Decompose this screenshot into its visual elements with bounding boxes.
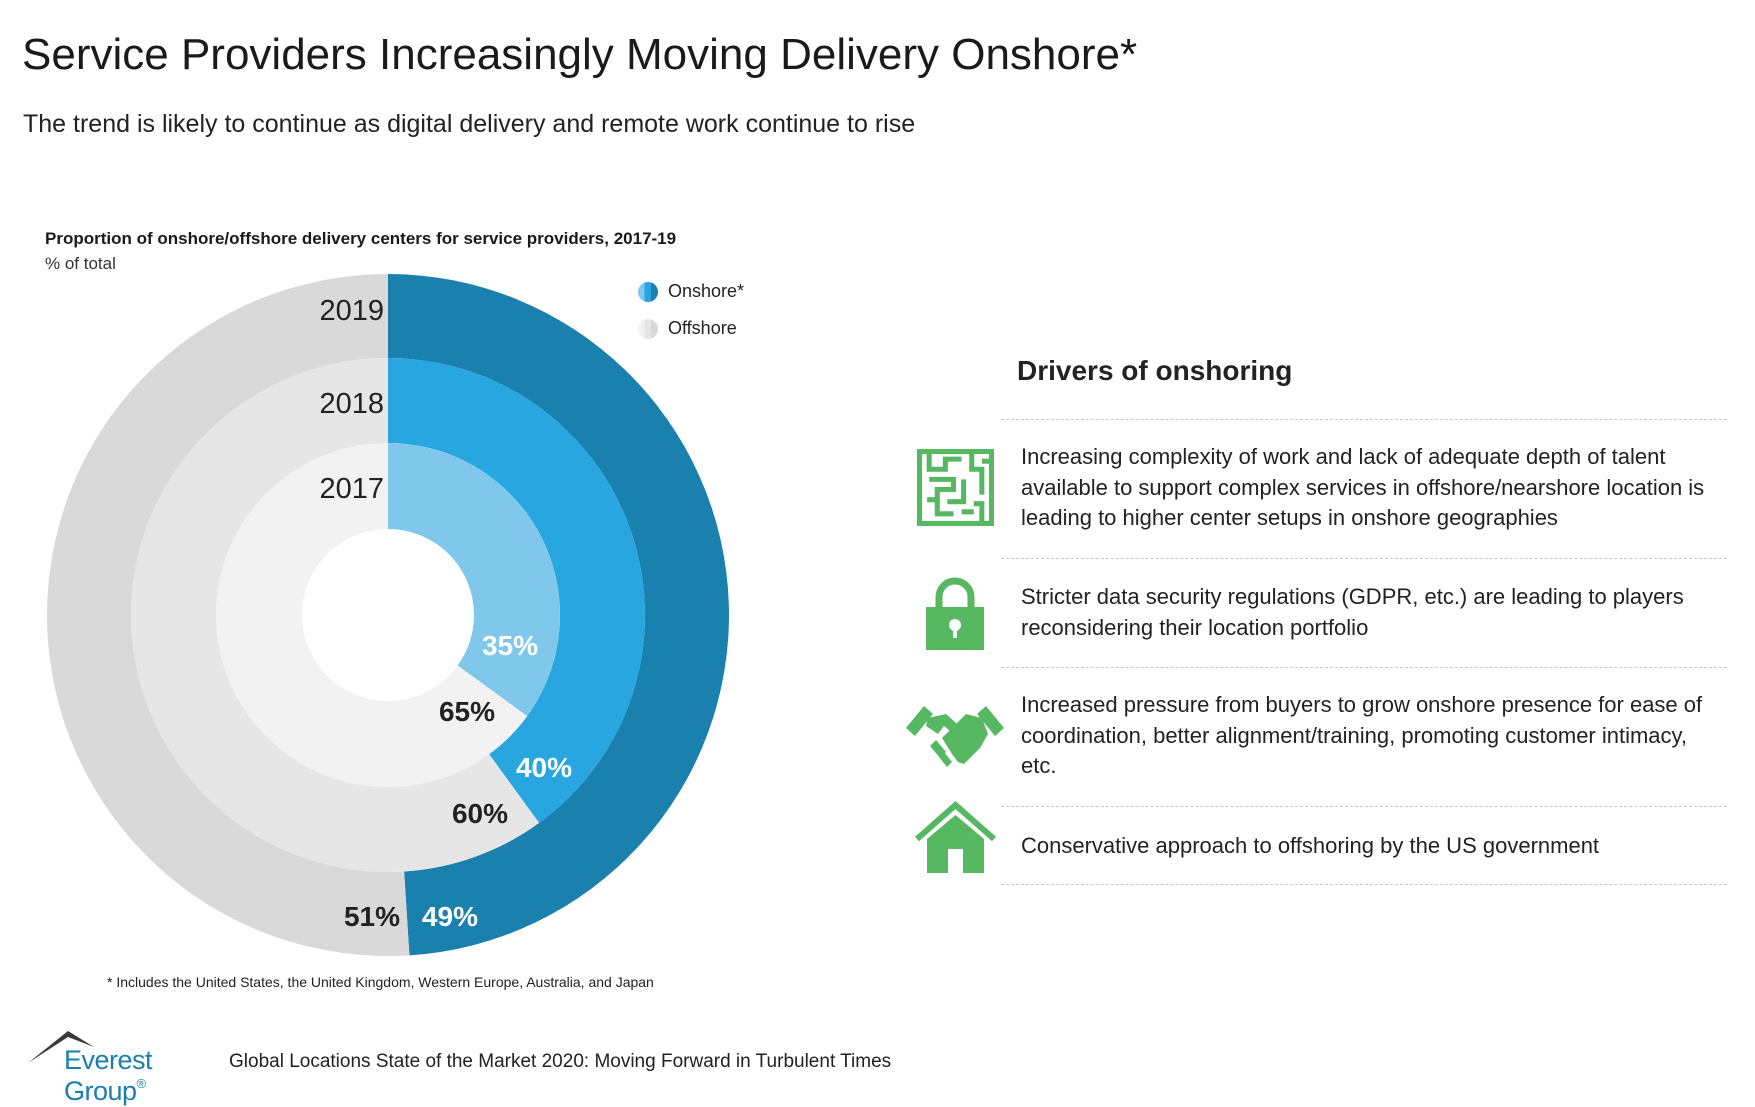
data-label-onshore-2018: 40% [516, 752, 572, 783]
lock-icon [926, 577, 984, 650]
divider [1001, 419, 1727, 420]
donut-segment-offshore-2019 [46, 274, 410, 956]
chart-unit-label: % of total [45, 254, 116, 273]
page-subtitle: The trend is likely to continue as digit… [23, 110, 916, 138]
driver-text: Conservative approach to offshoring by t… [1021, 833, 1600, 858]
legend-label: Onshore* [668, 281, 745, 301]
driver-text: Increased pressure from buyers to grow o… [1021, 692, 1703, 778]
footnote: * Includes the United States, the United… [107, 974, 654, 990]
data-label-offshore-2018: 60% [452, 798, 508, 829]
divider [1001, 558, 1727, 559]
donut-segment-offshore-2017 [216, 443, 528, 787]
source-text: Global Locations State of the Market 202… [229, 1051, 892, 1072]
donut-segment-onshore-2017 [388, 442, 561, 717]
divider [1001, 884, 1727, 885]
legend-swatch-onshore [638, 281, 658, 302]
chart-title: Proportion of onshore/offshore delivery … [45, 229, 677, 248]
drivers-title: Drivers of onshoring [1017, 355, 1293, 386]
donut-segment-onshore-2019 [388, 274, 729, 956]
data-label-onshore-2017: 35% [482, 630, 538, 661]
donut-segment-onshore-2018 [388, 358, 645, 823]
logo-text: Everest Group® [64, 1045, 213, 1107]
donut-segment-offshore-2018 [130, 358, 540, 872]
registered-mark: ® [136, 1076, 147, 1091]
legend-swatch-offshore [638, 318, 658, 339]
data-label-onshore-2019: 49% [422, 901, 478, 932]
year-label-2018: 2018 [319, 388, 384, 420]
divider [1001, 806, 1727, 807]
mountain-icon [28, 1031, 94, 1063]
donut-chart: 2017 2018 2019 35% 40% 49% 65% 60% 51% [46, 274, 729, 956]
divider [1001, 667, 1727, 668]
everest-group-logo: Everest Group® [28, 1025, 213, 1106]
driver-text: Stricter data security regulations (GDPR… [1021, 584, 1684, 640]
legend-item-offshore: Offshore [638, 318, 737, 339]
data-label-offshore-2017: 65% [439, 696, 495, 727]
handshake-icon [906, 706, 1004, 767]
page-title: Service Providers Increasingly Moving De… [22, 30, 1138, 79]
data-label-offshore-2019: 51% [344, 901, 400, 932]
legend-label: Offshore [668, 318, 737, 338]
year-label-2019: 2019 [319, 295, 384, 327]
maze-icon [917, 449, 994, 526]
year-label-2017: 2017 [319, 473, 384, 505]
legend-item-onshore: Onshore* [638, 281, 744, 302]
driver-text: Increasing complexity of work and lack o… [1021, 444, 1705, 530]
house-icon [915, 801, 996, 873]
